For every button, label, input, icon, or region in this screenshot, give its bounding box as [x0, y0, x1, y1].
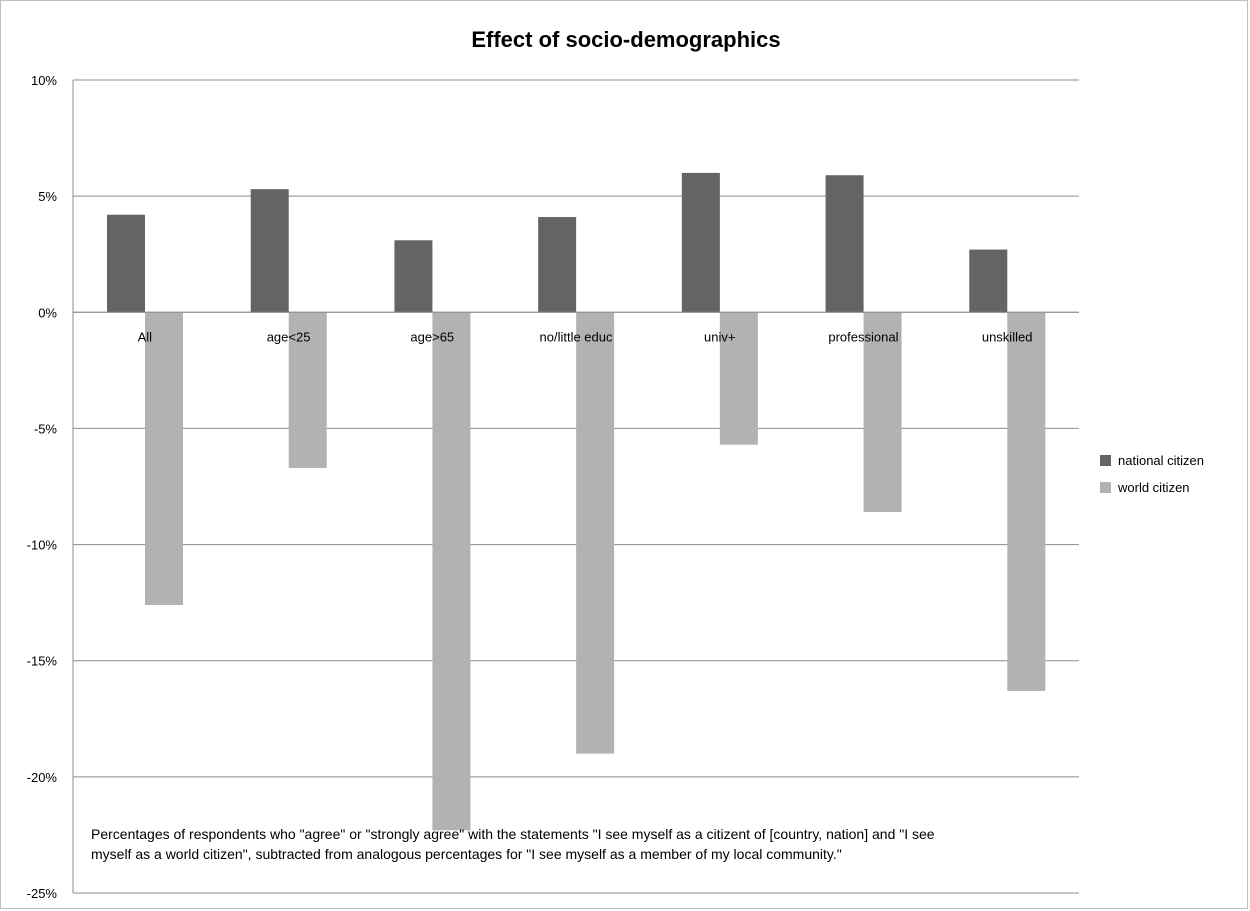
- bar-world-citizen: [863, 312, 902, 513]
- y-tick-label: -5%: [34, 421, 58, 436]
- bar-national-citizen: [825, 175, 864, 313]
- legend-label: world citizen: [1117, 480, 1190, 495]
- y-tick-label: -10%: [27, 538, 58, 553]
- bar-world-citizen: [719, 312, 758, 445]
- bars: [73, 172, 1079, 831]
- category-label: professional: [828, 329, 898, 344]
- legend-label: national citizen: [1118, 453, 1204, 468]
- bar-national-citizen: [681, 172, 720, 313]
- legend: national citizen world citizen: [1100, 453, 1204, 495]
- y-tick-label: 0%: [38, 305, 57, 320]
- bar-national-citizen: [250, 189, 289, 313]
- legend-swatch: [1100, 455, 1111, 466]
- y-tick-label: 5%: [38, 189, 57, 204]
- category-label: All: [138, 329, 153, 344]
- note-line: Percentages of respondents who "agree" o…: [91, 826, 935, 842]
- chart-title: Effect of socio-demographics: [471, 27, 780, 52]
- y-tick-label: -25%: [27, 886, 58, 901]
- category-label: no/little educ: [540, 329, 613, 344]
- legend-swatch: [1100, 482, 1111, 493]
- chart-note: Percentages of respondents who "agree" o…: [91, 826, 935, 862]
- bar-world-citizen: [288, 312, 327, 468]
- bar-national-citizen: [538, 217, 577, 313]
- gridlines: [72, 79, 1079, 894]
- note-line: myself as a world citizen", subtracted f…: [91, 846, 842, 862]
- bar-world-citizen: [432, 312, 471, 831]
- bar-national-citizen: [394, 240, 433, 313]
- category-label: unskilled: [982, 329, 1033, 344]
- bar-world-citizen: [145, 312, 183, 605]
- bar-world-citizen: [1007, 312, 1046, 691]
- category-label: age<25: [267, 329, 311, 344]
- y-axis-ticks: 10% 5% 0% -5% -10% -15% -20% -25%: [27, 73, 58, 901]
- y-tick-label: -20%: [27, 770, 58, 785]
- y-tick-label: -15%: [27, 654, 58, 669]
- bar-national-citizen: [969, 249, 1008, 313]
- category-label: univ+: [704, 329, 735, 344]
- bar-world-citizen: [576, 312, 615, 754]
- category-labels: All age<25 age>65 no/little educ univ+ profes…: [138, 329, 1033, 344]
- category-label: age>65: [410, 329, 454, 344]
- bar-national-citizen: [107, 214, 145, 313]
- y-tick-label: 10%: [31, 73, 57, 88]
